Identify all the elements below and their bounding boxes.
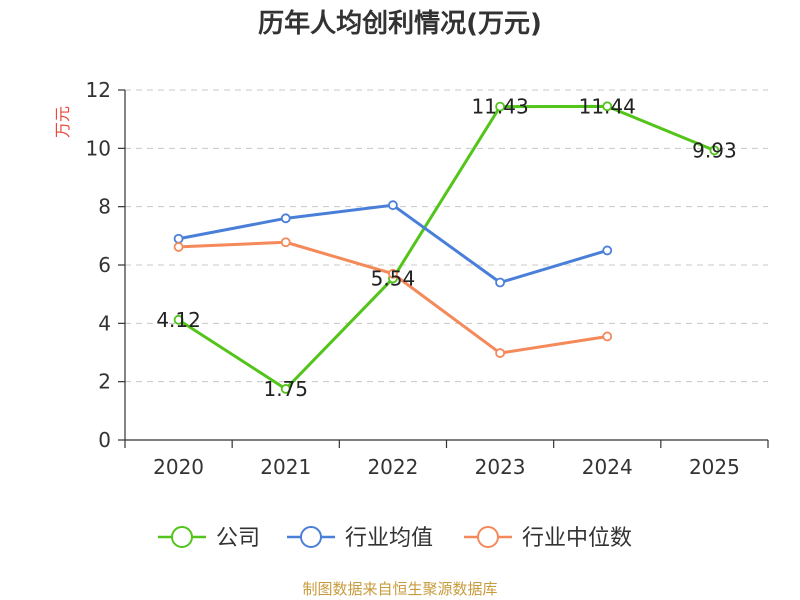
legend-marker <box>300 526 322 548</box>
series-line-2 <box>178 240 608 355</box>
data-point <box>495 101 505 112</box>
x-tick-label: 2024 <box>582 455 633 479</box>
data-point <box>173 314 184 325</box>
data-point <box>602 101 613 112</box>
y-tick-label: 12 <box>86 78 111 102</box>
data-point <box>173 242 184 252</box>
legend-label: 公司 <box>216 526 260 551</box>
legend-label: 行业均值 <box>345 526 433 551</box>
y-tick-label: 4 <box>98 311 111 335</box>
y-tick-label: 10 <box>86 136 111 160</box>
data-label: 9.93 <box>692 138 737 162</box>
data-label: 1.75 <box>263 377 308 401</box>
data-point <box>602 331 613 342</box>
x-tick-label: 2023 <box>475 455 526 479</box>
x-tick-label: 2021 <box>260 455 311 479</box>
data-point <box>495 348 505 358</box>
x-tick-label: 2022 <box>367 455 418 479</box>
data-point <box>602 245 613 256</box>
legend-label: 行业中位数 <box>522 526 632 551</box>
x-tick-label: 2025 <box>689 455 740 479</box>
data-point <box>280 213 291 224</box>
data-point <box>388 268 398 279</box>
data-point <box>388 200 398 211</box>
source-note: 制图数据来自恒生聚源数据库 <box>302 580 497 598</box>
data-label: 4.12 <box>156 308 201 332</box>
data-point <box>280 384 291 394</box>
data-label: 11.44 <box>579 94 636 118</box>
data-point <box>495 277 505 288</box>
data-point <box>709 145 720 156</box>
axes: 0 2 4 6 8 10 12 2020 2021 2022 2023 2024 2025 <box>86 78 769 479</box>
x-tick-label: 2020 <box>153 455 204 479</box>
legend: 公司 行业均值 行业中位数 <box>158 526 632 551</box>
y-tick-label: 2 <box>98 370 111 394</box>
y-tick-label: 6 <box>98 253 111 277</box>
series-lines <box>173 101 720 394</box>
chart-title: 历年人均创利情况(万元) <box>258 8 542 39</box>
y-axis-label: 万元 <box>53 106 72 138</box>
data-point <box>280 237 291 248</box>
y-tick-label: 8 <box>98 195 111 219</box>
data-point <box>173 233 184 244</box>
legend-marker <box>477 526 499 548</box>
y-tick-label: 0 <box>98 428 111 452</box>
data-label: 11.43 <box>471 95 528 119</box>
legend-marker <box>171 526 193 548</box>
data-labels: 4.12 1.75 5.54 11.43 11.44 9.93 <box>156 94 736 401</box>
gridlines <box>125 89 768 383</box>
series-line-0 <box>177 104 715 391</box>
data-label: 5.54 <box>371 266 416 290</box>
